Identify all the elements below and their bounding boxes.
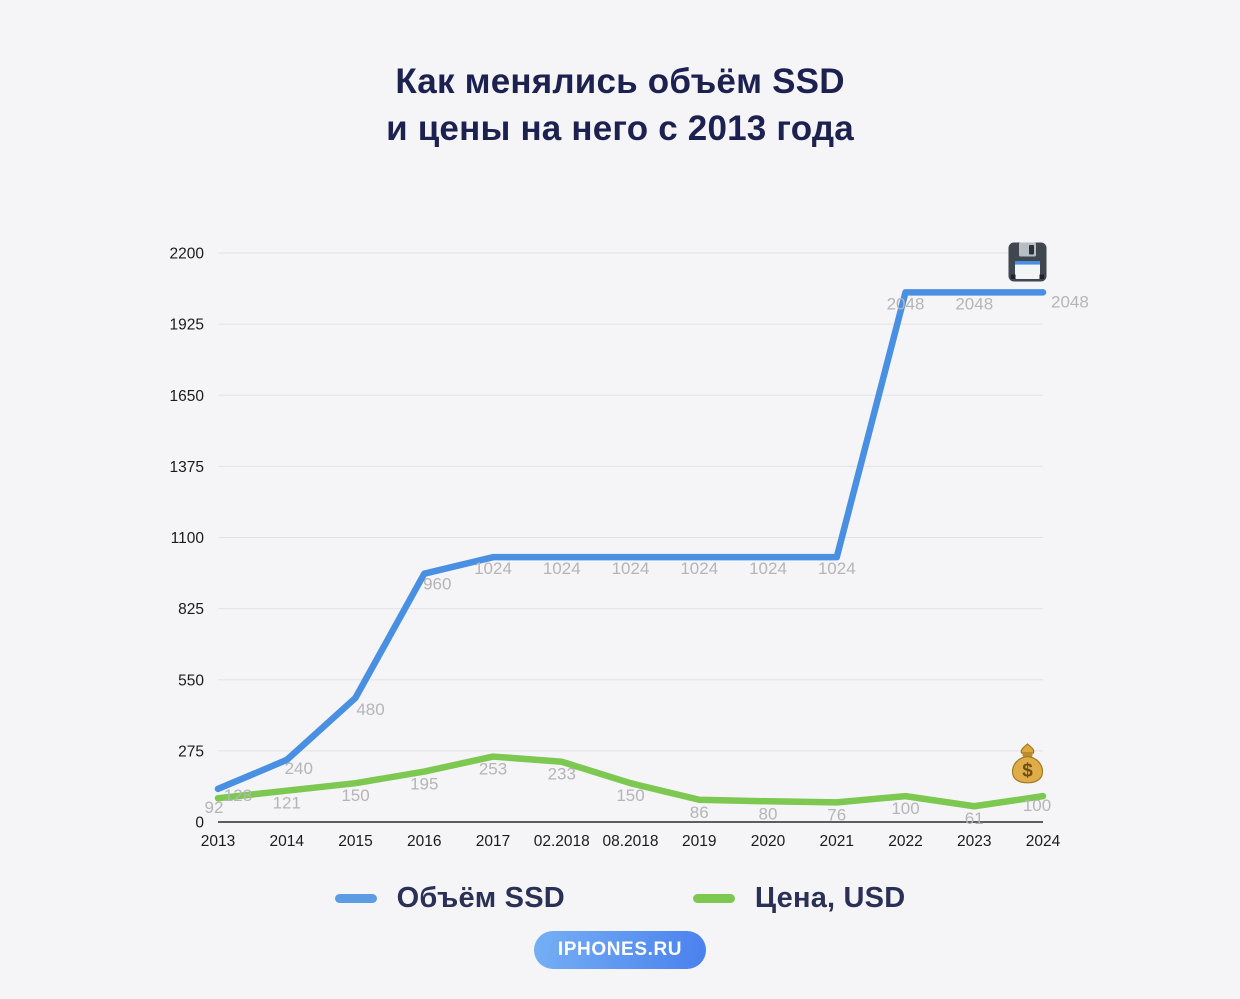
- data-point-label: 80: [759, 804, 778, 823]
- data-point-label: 128: [224, 786, 252, 805]
- data-point-label: 195: [410, 775, 438, 794]
- y-axis-tick-label: 550: [178, 672, 204, 689]
- watermark-row: IPHONES.RU: [0, 931, 1240, 969]
- x-axis-tick-label: 08.2018: [602, 833, 658, 850]
- price-usd-label: Цена, USD: [754, 882, 906, 914]
- y-axis-tick-label: 275: [178, 743, 204, 760]
- data-point-label: 233: [548, 765, 576, 784]
- data-point-label: 1024: [818, 559, 856, 578]
- data-point-label: 2048: [955, 294, 993, 313]
- y-axis-tick-label: 825: [178, 601, 204, 618]
- svg-text:$: $: [1022, 761, 1033, 782]
- series-line: [214, 753, 1047, 810]
- data-point-label: 61: [965, 809, 984, 828]
- chart-canvas: 0 275 550 825 1100 1375 1650 1925 2200 2013 2014 20…: [170, 246, 1089, 851]
- x-axis-tick-label: 2014: [270, 833, 305, 850]
- price-usd-swatch: [692, 894, 735, 903]
- title-line-2: и цены на него с 2013 года: [386, 109, 854, 148]
- data-point-label: 100: [1023, 796, 1051, 815]
- y-axis-tick-label: 1650: [170, 388, 205, 405]
- series-line: [214, 289, 1047, 793]
- x-axis-tick-label: 2013: [201, 833, 235, 850]
- title-line-1: Как менялись объём SSD: [395, 62, 845, 101]
- data-point-label: 1024: [749, 559, 787, 578]
- floppy-disk-icon: [1007, 241, 1048, 283]
- data-point-label: 1024: [474, 559, 512, 578]
- y-axis-tick-label: 1100: [171, 530, 205, 547]
- y-axis-tick-label: 0: [195, 815, 204, 832]
- data-point-label: 2048: [1051, 292, 1089, 311]
- data-point-label: 150: [616, 786, 644, 805]
- x-axis-tick-label: 02.2018: [534, 833, 590, 850]
- y-axis-tick-label: 2200: [170, 246, 205, 263]
- iphones-ru-badge[interactable]: IPHONES.RU: [533, 931, 707, 969]
- data-point-label: 1024: [543, 559, 581, 578]
- ssd-volume-label: Объём SSD: [396, 882, 565, 914]
- data-point-label: 121: [273, 794, 301, 813]
- x-axis-tick-label: 2022: [888, 833, 922, 850]
- data-point-label: 2048: [887, 294, 925, 313]
- y-axis-tick-label: 1375: [170, 459, 204, 476]
- page-title: Как менялись объём SSD и цены на него с …: [0, 58, 1240, 152]
- data-point-label: 253: [479, 760, 507, 779]
- x-axis-tick-label: 2017: [476, 833, 510, 850]
- data-point-label: 86: [690, 803, 709, 822]
- data-point-label: 1024: [612, 559, 650, 578]
- chart-legend: Объём SSD Цена, USD: [0, 882, 1240, 915]
- data-point-label: 76: [827, 805, 846, 824]
- x-axis-tick-label: 2020: [751, 833, 786, 850]
- data-point-label: 100: [891, 799, 919, 818]
- data-point-label: 960: [423, 575, 451, 594]
- data-point-label: 480: [356, 700, 384, 719]
- x-axis-tick-label: 2021: [820, 833, 854, 850]
- data-point-label: 92: [205, 798, 224, 817]
- data-point-label: 240: [285, 759, 313, 778]
- data-point-label: 150: [341, 786, 369, 805]
- ssd-volume-swatch: [334, 894, 377, 903]
- legend-item-price-usd: Цена, USD: [692, 882, 906, 915]
- x-axis-tick-label: 2016: [407, 833, 441, 850]
- y-axis-tick-label: 1925: [170, 317, 204, 334]
- x-axis-tick-label: 2024: [1026, 833, 1061, 850]
- line-chart: 0 275 550 825 1100 1375 1650 1925 2200 2013 2014 20…: [150, 240, 1110, 880]
- money-bag-icon: $: [1011, 743, 1044, 784]
- x-axis-tick-label: 2015: [338, 833, 372, 850]
- data-point-label: 1024: [680, 559, 718, 578]
- legend-item-ssd-volume: Объём SSD: [334, 882, 565, 915]
- x-axis-tick-label: 2019: [682, 833, 716, 850]
- x-axis-tick-label: 2023: [957, 833, 991, 850]
